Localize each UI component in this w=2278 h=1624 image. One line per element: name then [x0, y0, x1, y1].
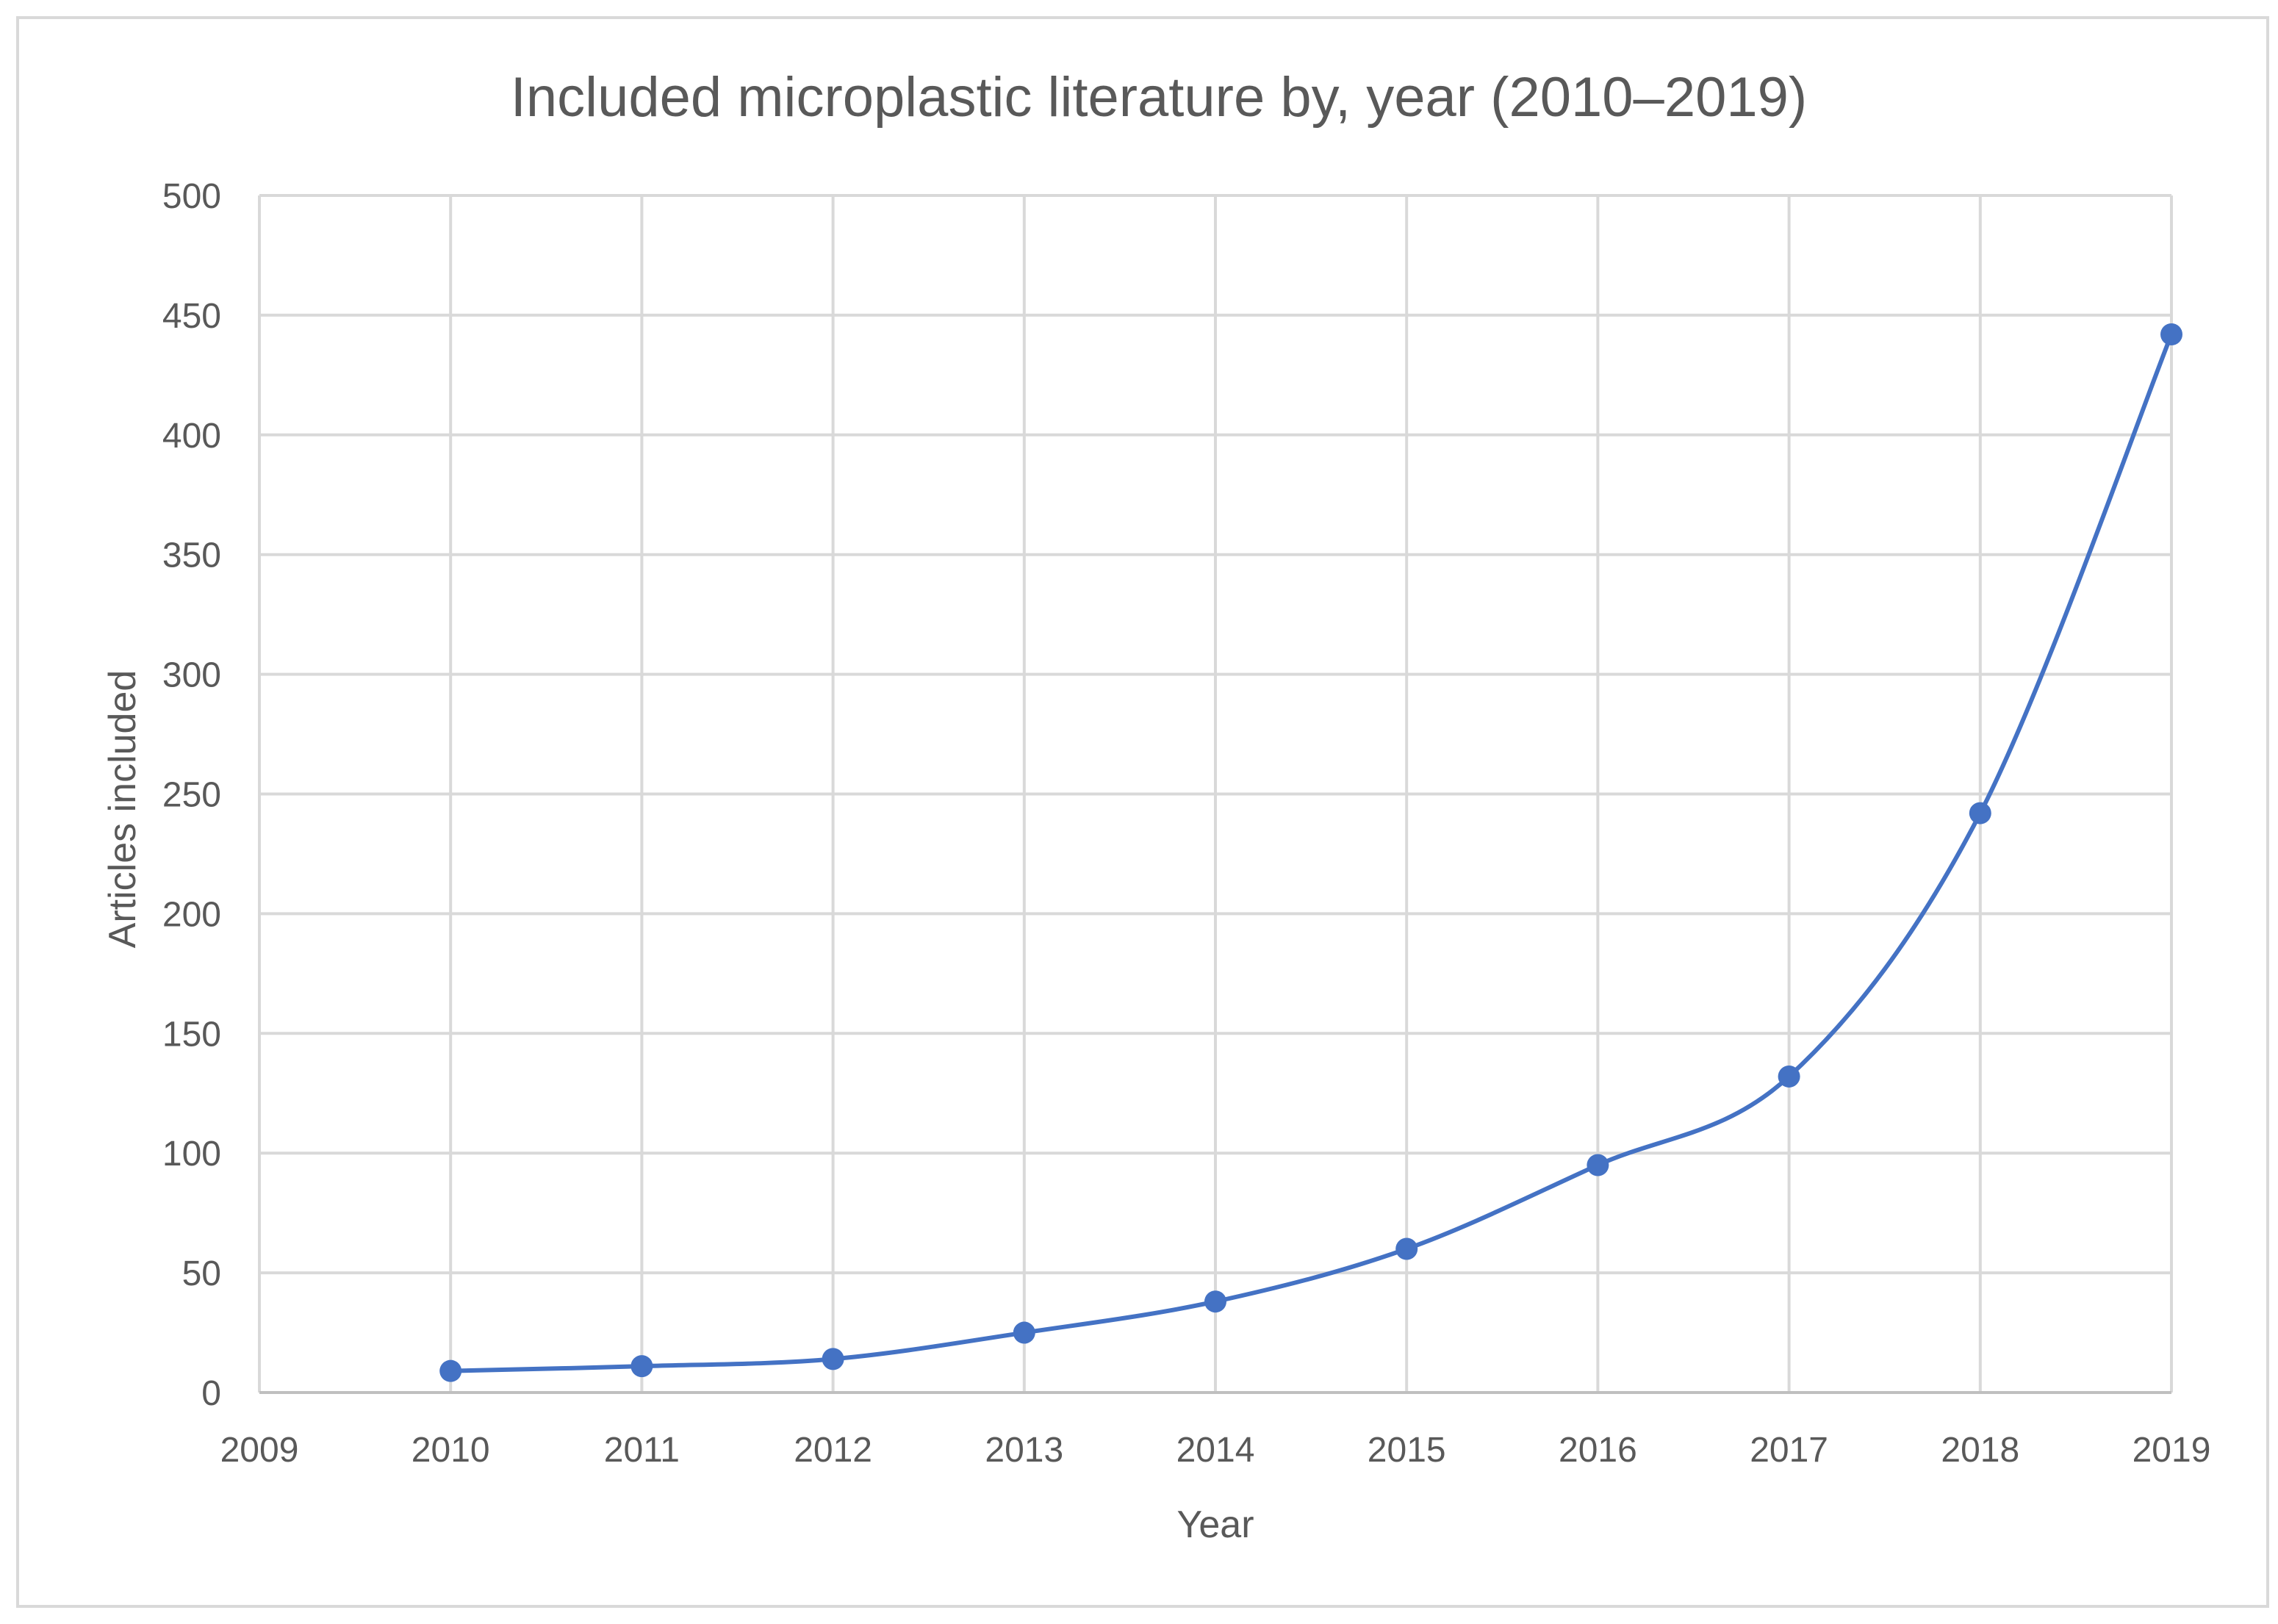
- y-tick-label: 400: [162, 417, 221, 456]
- x-tick-label: 2011: [604, 1431, 680, 1470]
- data-point-2017[interactable]: [1778, 1065, 1800, 1088]
- y-tick-label: 0: [201, 1374, 221, 1413]
- x-tick-label: 2015: [1368, 1431, 1446, 1470]
- data-point-2010[interactable]: [439, 1359, 462, 1382]
- x-tick-label: 2014: [1176, 1431, 1255, 1470]
- y-axis-title: Articles included: [101, 670, 144, 949]
- series-line: [448, 331, 2174, 1373]
- data-point-2019[interactable]: [2160, 323, 2182, 345]
- x-tick-label: 2018: [1941, 1431, 2019, 1470]
- data-point-2011[interactable]: [630, 1355, 653, 1378]
- grid-layer: [258, 194, 2173, 1393]
- y-tick-label: 250: [162, 776, 221, 815]
- x-tick-label: 2009: [220, 1431, 299, 1470]
- data-point-2014[interactable]: [1204, 1290, 1226, 1313]
- x-tick-label: 2012: [794, 1431, 872, 1470]
- x-tick-label: 2016: [1559, 1431, 1637, 1470]
- data-point-2012[interactable]: [822, 1348, 844, 1370]
- line-chart: Included microplastic literature by, yea…: [101, 66, 2210, 1546]
- y-tick-label: 300: [162, 656, 221, 695]
- y-tick-label: 450: [162, 297, 221, 336]
- x-axis-title: Year: [1176, 1503, 1254, 1546]
- tick-label-layer: 0 50 100 150 200 250 300 350 400 450 500 2009 2010 20…: [162, 177, 2210, 1470]
- y-tick-label: 100: [162, 1135, 221, 1174]
- y-tick-label: 150: [162, 1015, 221, 1054]
- x-tick-label: 2017: [1750, 1431, 1828, 1470]
- data-point-2018[interactable]: [1969, 802, 1991, 824]
- data-point-2013[interactable]: [1013, 1321, 1035, 1344]
- chart-area: Included microplastic literature by, yea…: [16, 16, 2269, 1608]
- x-tick-label: 2019: [2133, 1431, 2211, 1470]
- y-tick-label: 500: [162, 177, 221, 216]
- data-point-2016[interactable]: [1587, 1154, 1609, 1176]
- x-tick-label: 2013: [985, 1431, 1063, 1470]
- data-point-2015[interactable]: [1395, 1237, 1418, 1260]
- x-tick-label: 2010: [412, 1431, 490, 1470]
- y-tick-label: 350: [162, 536, 221, 575]
- y-tick-label: 200: [162, 895, 221, 934]
- y-tick-label: 50: [182, 1254, 221, 1293]
- chart-title: Included microplastic literature by, yea…: [511, 66, 1807, 129]
- series-layer: [439, 323, 2182, 1382]
